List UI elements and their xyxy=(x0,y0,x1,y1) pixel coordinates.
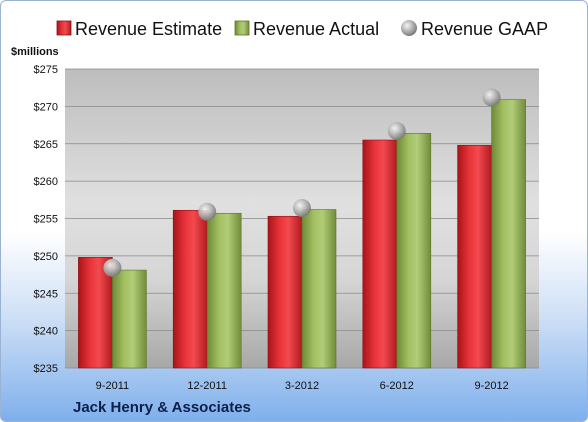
legend-label-actual: Revenue Actual xyxy=(253,19,379,39)
x-tick-label: 9-2012 xyxy=(474,380,508,392)
y-tick-label: $265 xyxy=(34,139,58,151)
y-axis-ticks: $235 $240 $245 $250 $255 $260 $265 $270 $275 xyxy=(34,64,58,375)
point-revenue-gaap xyxy=(293,199,311,218)
y-axis-unit-label: $millions xyxy=(11,46,59,58)
y-tick-label: $240 xyxy=(34,326,58,338)
bar-revenue-actual xyxy=(491,99,526,369)
company-name: Jack Henry & Associates xyxy=(73,399,251,416)
bar-revenue-estimate xyxy=(362,139,398,369)
x-tick-label: 12-2011 xyxy=(187,380,227,392)
legend: Revenue Estimate Revenue Actual Revenue … xyxy=(56,19,548,39)
legend-label-estimate: Revenue Estimate xyxy=(75,19,222,39)
point-revenue-gaap xyxy=(482,88,501,107)
bars xyxy=(78,99,526,369)
legend-swatch-actual xyxy=(234,20,250,36)
bar-revenue-actual xyxy=(112,269,147,369)
x-tick-label: 9-2011 xyxy=(96,380,129,392)
x-tick-label: 6-2012 xyxy=(380,380,414,392)
legend-swatch-gaap xyxy=(401,20,417,36)
y-tick-label: $255 xyxy=(34,214,58,226)
y-tick-label: $275 xyxy=(34,64,58,76)
bar-revenue-actual xyxy=(301,209,337,369)
bar-revenue-actual xyxy=(206,212,242,369)
y-tick-label: $250 xyxy=(34,251,58,263)
legend-swatch-estimate xyxy=(56,20,72,36)
legend-label-gaap: Revenue GAAP xyxy=(421,19,548,39)
bar-revenue-estimate xyxy=(172,209,208,369)
point-revenue-gaap xyxy=(103,258,122,277)
point-revenue-gaap xyxy=(198,202,217,221)
bar-revenue-estimate xyxy=(267,215,303,369)
x-axis-ticks: 9-2011 12-2011 3-2012 6-2012 9-2012 xyxy=(96,380,509,392)
bar-revenue-estimate xyxy=(457,144,492,369)
bar-revenue-estimate xyxy=(78,257,113,369)
x-tick-label: 3-2012 xyxy=(285,380,319,392)
gaap-points xyxy=(103,88,501,277)
y-tick-label: $270 xyxy=(34,101,58,113)
point-revenue-gaap xyxy=(387,122,406,141)
y-tick-label: $235 xyxy=(34,363,58,375)
y-tick-label: $260 xyxy=(34,176,58,188)
bar-revenue-actual xyxy=(396,132,432,369)
y-tick-label: $245 xyxy=(34,288,58,300)
